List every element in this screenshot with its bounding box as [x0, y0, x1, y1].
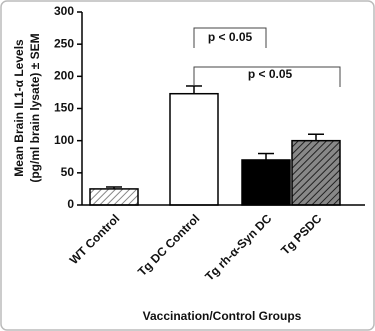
annotation: p < 0.05	[208, 30, 253, 44]
bar	[89, 188, 139, 206]
y-axis-label: Mean Brain IL1-α Levels	[12, 39, 26, 177]
y-tick-label: 250	[54, 36, 74, 50]
y-tick-label: 50	[61, 165, 75, 179]
bar	[241, 159, 291, 206]
bar	[169, 92, 219, 206]
y-tick-label: 0	[67, 197, 74, 211]
y-tick-label: 150	[54, 101, 74, 115]
y-tick-label: 200	[54, 69, 74, 83]
y-tick-label: 100	[54, 133, 74, 147]
y-tick-label: 300	[54, 4, 74, 18]
significance-bracket	[193, 66, 341, 87]
y-axis-label: (pg/ml brain lysate) ± SEM	[28, 33, 42, 182]
bar	[291, 139, 341, 206]
x-axis-label: Vaccination/Control Groups	[143, 309, 302, 323]
annotation: p < 0.05	[248, 67, 293, 81]
significance-bracket	[193, 27, 267, 48]
